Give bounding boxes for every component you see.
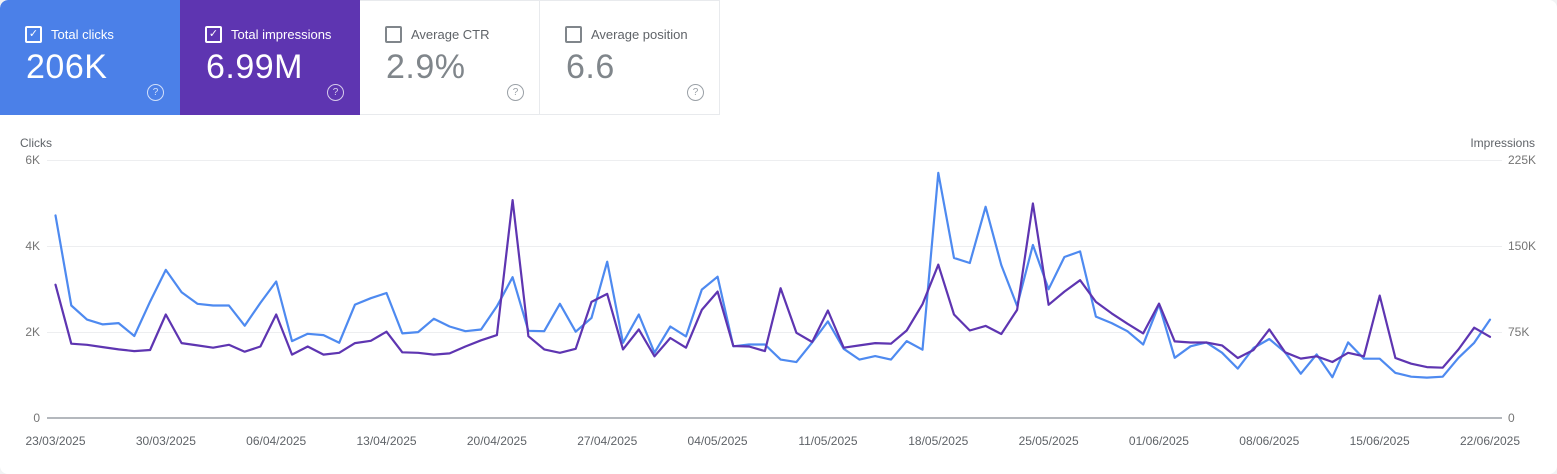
metric-card-label: Average position bbox=[591, 27, 688, 42]
x-axis-date-label: 13/04/2025 bbox=[356, 434, 417, 448]
x-axis-date-label: 08/06/2025 bbox=[1239, 434, 1300, 448]
metric-card-label: Total clicks bbox=[51, 27, 114, 42]
metric-card-label: Total impressions bbox=[231, 27, 332, 42]
average-ctr-value: 2.9% bbox=[386, 48, 466, 86]
series-line-clicks[interactable] bbox=[54, 171, 1492, 379]
x-axis-date-label: 30/03/2025 bbox=[135, 434, 196, 448]
x-axis-line bbox=[47, 417, 1502, 419]
checkmark-icon: ✓ bbox=[28, 28, 39, 40]
x-axis-date-label: 04/05/2025 bbox=[687, 434, 748, 448]
gridline bbox=[47, 246, 1502, 247]
metric-card-total-clicks[interactable]: ✓ Total clicks 206K ? bbox=[0, 0, 180, 115]
right-axis-tick: 0 bbox=[1508, 411, 1515, 425]
left-axis-tick: 2K bbox=[25, 325, 40, 339]
gridline bbox=[47, 160, 1502, 161]
x-axis-date-label: 27/04/2025 bbox=[577, 434, 638, 448]
metric-card-total-impressions[interactable]: ✓ Total impressions 6.99M ? bbox=[180, 0, 360, 115]
total-impressions-checkbox[interactable]: ✓ bbox=[205, 26, 222, 43]
metric-card-average-position[interactable]: Average position 6.6 ? bbox=[540, 0, 720, 115]
x-axis-date-label: 11/05/2025 bbox=[798, 434, 858, 448]
left-axis-tick: 0 bbox=[33, 411, 40, 425]
series-line-impressions[interactable] bbox=[54, 199, 1492, 369]
right-axis-tick: 225K bbox=[1508, 153, 1537, 167]
metric-cards-row: ✓ Total clicks 206K ? ✓ Total impression… bbox=[0, 0, 720, 115]
left-axis-tick: 4K bbox=[25, 239, 40, 253]
average-ctr-checkbox[interactable] bbox=[385, 26, 402, 43]
average-position-checkbox[interactable] bbox=[565, 26, 582, 43]
metric-card-label: Average CTR bbox=[411, 27, 490, 42]
help-icon[interactable]: ? bbox=[687, 84, 704, 101]
metric-card-average-ctr[interactable]: Average CTR 2.9% ? bbox=[360, 0, 540, 115]
left-axis-title: Clicks bbox=[20, 136, 52, 150]
total-clicks-checkbox[interactable]: ✓ bbox=[25, 26, 42, 43]
x-axis-date-label: 20/04/2025 bbox=[466, 434, 527, 448]
left-axis-tick: 6K bbox=[25, 153, 40, 167]
right-axis-tick: 150K bbox=[1508, 239, 1537, 253]
x-axis-date-label: 25/05/2025 bbox=[1018, 434, 1079, 448]
average-position-value: 6.6 bbox=[566, 48, 615, 86]
x-axis-date-label: 15/06/2025 bbox=[1349, 434, 1410, 448]
x-axis-date-label: 18/05/2025 bbox=[908, 434, 969, 448]
help-icon[interactable]: ? bbox=[327, 84, 344, 101]
checkmark-icon: ✓ bbox=[208, 28, 219, 40]
gridline bbox=[47, 332, 1502, 333]
right-axis-title: Impressions bbox=[1470, 136, 1535, 150]
help-icon[interactable]: ? bbox=[507, 84, 524, 101]
right-axis-tick: 75K bbox=[1508, 325, 1530, 339]
total-impressions-value: 6.99M bbox=[206, 48, 303, 86]
x-axis-date-label: 01/06/2025 bbox=[1128, 434, 1189, 448]
x-axis-date-label: 23/03/2025 bbox=[25, 434, 86, 448]
total-clicks-value: 206K bbox=[26, 48, 108, 86]
help-icon[interactable]: ? bbox=[147, 84, 164, 101]
x-axis-date-label: 06/04/2025 bbox=[246, 434, 307, 448]
x-axis-date-label: 22/06/2025 bbox=[1459, 434, 1521, 448]
